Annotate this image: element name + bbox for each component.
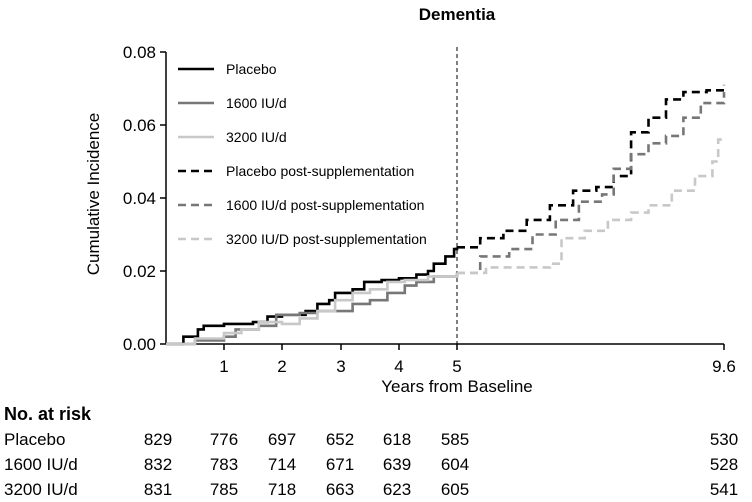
risk-cell: 776	[209, 430, 239, 449]
risk-cell: 585	[440, 430, 470, 449]
x-axis-label: Years from Baseline	[381, 377, 533, 396]
series-line-1	[166, 272, 459, 346]
x-tick-label: 1	[219, 357, 228, 376]
risk-cell: 714	[267, 455, 297, 474]
risk-cell: 783	[209, 455, 239, 474]
risk-cell: 604	[440, 455, 470, 474]
risk-cell: 832	[143, 455, 173, 474]
risk-row-label: 3200 IU/d	[4, 480, 78, 499]
series-line-0	[166, 247, 459, 346]
risk-row-label: Placebo	[4, 430, 66, 449]
risk-cell: 639	[382, 455, 412, 474]
risk-cell: 530	[709, 430, 739, 449]
risk-cell: 618	[382, 430, 412, 449]
dementia-chart: Dementia 0.00 0.02 0.04 0.06 0.08 1 2 3 4 5 9.6 Pl…	[84, 5, 736, 396]
risk-cell: 829	[143, 430, 173, 449]
series-line-2	[166, 272, 459, 346]
risk-cell: 785	[209, 480, 239, 499]
risk-cell: 623	[382, 480, 412, 499]
y-tick-label: 0.08	[123, 43, 156, 62]
risk-row-label: 1600 IU/d	[4, 455, 78, 474]
series-line-3	[457, 84, 726, 249]
risk-table-title: No. at risk	[4, 404, 92, 424]
risk-cell: 541	[709, 480, 739, 499]
legend-label-5: 3200 IU/D post-supplementation	[226, 231, 427, 247]
legend-label-2: 3200 IU/d	[226, 129, 287, 145]
series-line-4	[457, 92, 726, 275]
legend-label-3: Placebo post-supplementation	[226, 163, 414, 179]
legend-label-0: Placebo	[226, 61, 277, 77]
x-tick-label: 3	[336, 357, 345, 376]
risk-cell: 652	[325, 430, 355, 449]
x-tick-label: 2	[277, 357, 286, 376]
y-tick-label: 0.06	[123, 116, 156, 135]
y-tick-label: 0.04	[123, 189, 156, 208]
axes: 0.00 0.02 0.04 0.06 0.08 1 2 3 4 5 9.6	[123, 43, 736, 376]
risk-cell: 528	[709, 455, 739, 474]
risk-cell: 605	[440, 480, 470, 499]
legend-label-4: 1600 IU/d post-supplementation	[226, 197, 424, 213]
legend: Placebo 1600 IU/d 3200 IU/d Placebo post-su…	[178, 61, 427, 247]
x-tick-label: 9.6	[712, 357, 736, 376]
x-tick-label: 4	[394, 357, 403, 376]
y-axis-label: Cumulative Incidence	[84, 113, 103, 276]
chart-title: Dementia	[419, 5, 496, 24]
risk-cell: 663	[325, 480, 355, 499]
series-lines	[166, 84, 726, 346]
y-tick-label: 0.02	[123, 262, 156, 281]
series-line-5	[457, 138, 724, 275]
risk-cell: 718	[267, 480, 297, 499]
risk-cell: 831	[143, 480, 173, 499]
risk-cell: 697	[267, 430, 297, 449]
legend-label-1: 1600 IU/d	[226, 95, 287, 111]
risk-cell: 671	[325, 455, 355, 474]
y-tick-label: 0.00	[123, 335, 156, 354]
x-tick-label: 5	[452, 357, 461, 376]
